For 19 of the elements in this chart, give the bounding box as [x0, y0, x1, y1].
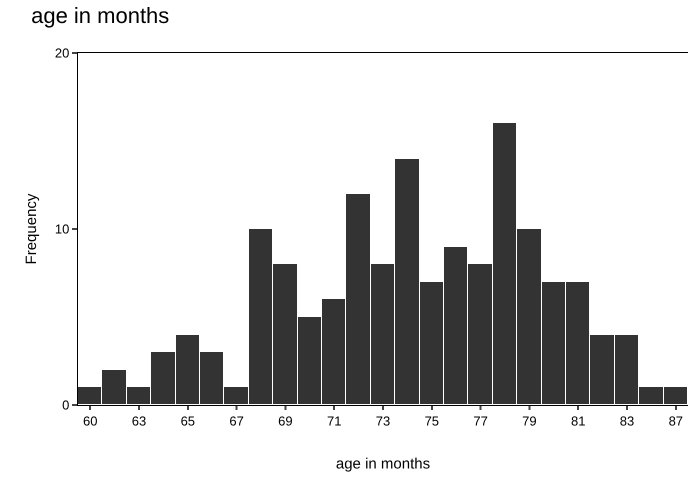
x-tick-label: 63: [132, 414, 146, 429]
chart-title: age in months: [31, 2, 170, 28]
y-tick-label: 0: [62, 398, 70, 413]
x-tick-label: 60: [82, 414, 98, 429]
x-tick-label: 77: [473, 414, 488, 429]
x-tick-label: 71: [326, 414, 342, 429]
x-tick-label: 73: [376, 414, 390, 429]
x-tick-label: 81: [570, 414, 586, 429]
y-axis-title: Frequency: [23, 193, 40, 264]
x-tick-label: 69: [278, 414, 293, 429]
x-tick-label: 65: [180, 414, 196, 429]
y-tick-label: 10: [54, 222, 70, 237]
y-tick-label: 20: [54, 46, 70, 61]
x-tick-label: 67: [229, 414, 244, 429]
x-axis-title: age in months: [336, 456, 430, 473]
x-tick-label: 87: [668, 414, 684, 429]
x-tick-label: 83: [620, 414, 634, 429]
x-tick-label: 79: [522, 414, 537, 429]
x-tick-label: 75: [424, 414, 440, 429]
